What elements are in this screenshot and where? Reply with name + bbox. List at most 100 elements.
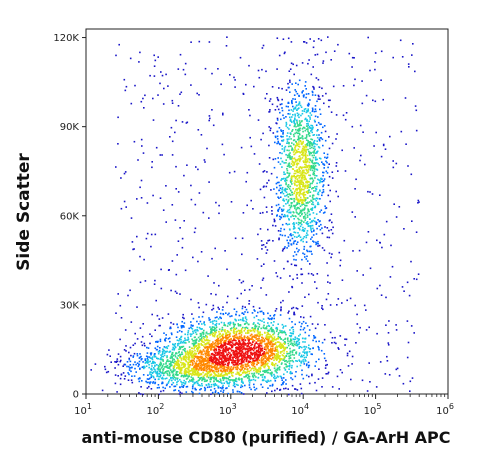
data-point [294,118,296,120]
data-point [305,135,308,138]
data-point [291,372,293,375]
data-point [297,158,300,160]
data-point [175,273,178,276]
data-point [247,332,250,334]
data-point [281,362,283,364]
data-point [257,343,259,345]
data-point [308,168,310,170]
data-point [286,353,288,355]
data-point [385,324,387,326]
data-point [190,380,192,382]
data-point [288,223,291,225]
data-point [325,170,328,173]
data-point [270,318,273,321]
data-point [218,348,221,351]
data-point [273,330,275,332]
data-point [288,211,290,214]
data-point [318,134,320,136]
data-point [262,244,265,246]
data-point [231,368,233,371]
data-point [310,73,313,76]
data-point [269,314,272,317]
data-point [236,330,239,333]
data-point [181,374,183,377]
data-point [246,370,249,372]
data-point [281,330,283,332]
data-point [191,325,194,327]
data-point [300,198,302,201]
data-point [206,362,209,365]
data-point [268,343,271,346]
data-point [291,121,293,123]
data-point [384,148,387,150]
data-point [304,187,306,189]
data-point [216,362,219,364]
data-point [142,152,145,154]
data-point [286,346,288,349]
data-point [258,343,261,345]
data-point [312,147,315,150]
data-point [165,363,167,365]
data-point [295,128,297,131]
data-point [259,331,261,334]
data-point [282,130,284,132]
data-point [204,380,206,382]
data-point [145,365,148,367]
data-point [146,387,149,389]
data-point [190,184,192,187]
data-point [242,382,244,384]
data-point [287,245,290,247]
data-point [293,313,295,316]
data-point [305,202,308,204]
data-point [346,299,348,302]
data-point [298,103,300,105]
data-point [246,374,248,376]
data-point [265,355,267,358]
data-point [300,106,303,108]
data-point [235,377,237,380]
data-point [285,333,287,336]
data-point [265,327,268,330]
data-point [415,231,418,233]
data-point [268,367,270,369]
data-point [290,149,293,151]
data-point [296,236,298,238]
data-point [294,144,297,147]
data-point [211,366,213,369]
data-point [277,98,279,101]
data-point [195,362,197,365]
data-point [234,86,236,88]
data-point [276,122,278,125]
data-point [191,347,193,350]
data-point [227,382,230,385]
data-point [185,342,187,344]
data-point [202,371,204,374]
data-point [296,365,298,368]
data-point [226,338,229,340]
data-point [304,137,306,139]
data-point [312,219,315,222]
data-point [280,384,283,386]
data-point [138,360,141,363]
data-point [368,362,370,364]
data-point [244,339,247,342]
data-point [311,196,314,199]
data-point [179,346,182,349]
data-point [287,209,289,212]
data-point [144,94,146,97]
data-point [174,385,177,388]
data-point [276,346,279,349]
data-point [215,329,218,332]
data-point [351,355,354,358]
data-point [283,171,285,173]
data-point [292,105,294,108]
data-point [158,386,160,389]
data-point [302,152,304,155]
data-point [150,373,153,376]
data-point [210,349,212,351]
data-point [268,366,270,368]
data-point [141,358,143,360]
data-point [305,125,308,127]
data-point [258,337,260,340]
data-point [277,350,279,352]
